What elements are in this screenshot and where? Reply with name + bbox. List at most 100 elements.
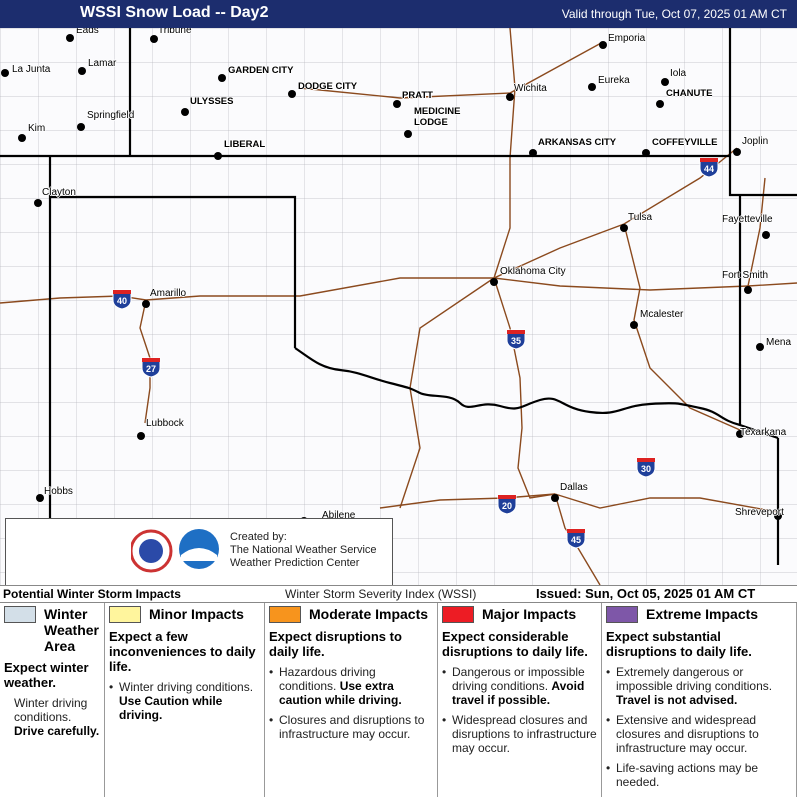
shield-number: 40 xyxy=(117,296,127,306)
swatch xyxy=(4,606,36,623)
credit-box: Created by: The National Weather Service W… xyxy=(5,518,393,585)
city-dot xyxy=(529,149,537,157)
city-dot xyxy=(34,199,42,207)
detail: Extremely dangerous or impossible drivin… xyxy=(606,665,792,707)
city-label: Eureka xyxy=(598,75,630,86)
detail: Winter driving conditions. Use Caution w… xyxy=(109,680,260,722)
detail-text: Widespread closures and disruptions to i… xyxy=(452,713,597,755)
shield-number: 45 xyxy=(571,535,581,545)
city-dot xyxy=(142,300,150,308)
detail-text: Extensive and widespread closures and di… xyxy=(616,713,759,755)
detail-text: Closures and disruptions to infrastructu… xyxy=(279,713,425,741)
column-header: Extreme Impacts xyxy=(606,606,792,623)
detail: Closures and disruptions to infrastructu… xyxy=(269,713,433,741)
city-dot xyxy=(66,34,74,42)
city-dot xyxy=(393,100,401,108)
column-header: Major Impacts xyxy=(442,606,597,623)
city-label: Oklahoma City xyxy=(500,266,566,277)
credit-line: The National Weather Service xyxy=(230,544,377,556)
city-dot xyxy=(762,231,770,239)
shield: 30 xyxy=(636,457,656,478)
city-label: Tribune xyxy=(158,28,192,36)
city-label: Dallas xyxy=(560,482,588,493)
detail-bold: Drive carefully. xyxy=(14,724,100,738)
summary: Expect considerable disruptions to daily… xyxy=(442,629,588,659)
detail: Winter driving conditions. Drive careful… xyxy=(4,696,100,738)
city-label: Fort Smith xyxy=(722,270,769,281)
legend-column: Moderate Impacts Expect disruptions to da… xyxy=(265,603,438,797)
shield-number: 30 xyxy=(641,464,651,474)
city-label: Lubbock xyxy=(146,418,184,429)
city-dot xyxy=(214,152,222,160)
detail: Life-saving actions may be needed. xyxy=(606,761,792,789)
valid-time: Valid through Tue, Oct 07, 2025 01 AM CT xyxy=(561,7,787,21)
map-base: 40 27 35 44 20 45 30 xyxy=(0,28,797,585)
city-dot xyxy=(656,100,664,108)
legend-bar: Potential Winter Storm Impacts Winter St… xyxy=(0,585,797,603)
city-label: CHANUTE xyxy=(666,88,713,99)
shield-number: 20 xyxy=(502,501,512,511)
shield-number: 27 xyxy=(146,364,156,374)
city-label: Mcalester xyxy=(640,309,684,320)
city-label: Iola xyxy=(670,68,687,79)
city-dot xyxy=(137,432,145,440)
detail-bold: Avoid travel if possible. xyxy=(452,679,585,707)
city-dot xyxy=(288,90,296,98)
counties xyxy=(0,28,797,585)
city-label: LIBERAL xyxy=(224,139,266,150)
detail-text: Winter driving conditions. xyxy=(119,680,254,694)
detail-text: Winter driving conditions. xyxy=(14,696,88,724)
detail-text: Extremely dangerous or impossible drivin… xyxy=(616,665,773,693)
city-label: Tulsa xyxy=(628,212,653,223)
city-label: La Junta xyxy=(12,64,51,75)
detail-bold: Travel is not advised. xyxy=(616,693,738,707)
city-dot xyxy=(78,67,86,75)
city-dot xyxy=(774,512,782,520)
column-title: Major Impacts xyxy=(482,606,577,622)
detail: Dangerous or impossible driving conditio… xyxy=(442,665,597,707)
city-dot xyxy=(551,494,559,502)
logos xyxy=(131,529,219,573)
detail: Widespread closures and disruptions to i… xyxy=(442,713,597,755)
detail-bold: Use Caution while driving. xyxy=(119,694,223,722)
swatch xyxy=(269,606,301,623)
column-title: Moderate Impacts xyxy=(309,606,429,622)
city-dot xyxy=(599,41,607,49)
city-label: Clayton xyxy=(42,187,76,198)
column-title: Minor Impacts xyxy=(149,606,244,622)
city-dot xyxy=(661,78,669,86)
city-label: DODGE CITY xyxy=(298,81,358,92)
index-name: Winter Storm Severity Index (WSSI) xyxy=(285,587,477,601)
detail-bold: Use extra caution while driving. xyxy=(279,679,402,707)
city-dot xyxy=(506,93,514,101)
legend-title: Potential Winter Storm Impacts xyxy=(3,587,181,601)
city-label: ULYSSES xyxy=(190,96,234,107)
city-label: PRATT xyxy=(402,90,433,101)
summary: Expect substantial disruptions to daily … xyxy=(606,629,752,659)
detail-text: Hazardous driving conditions. xyxy=(279,665,376,693)
city-dot xyxy=(756,343,764,351)
city-label: Lamar xyxy=(88,58,117,69)
interstate-shields: 40 27 35 44 20 45 30 xyxy=(112,157,719,549)
state-borders xyxy=(0,28,797,565)
summary: Expect a few inconveniences to daily lif… xyxy=(109,629,256,674)
city-label: Shreveport xyxy=(735,507,784,518)
credit-line: Weather Prediction Center xyxy=(230,557,360,569)
city-label: Texarkana xyxy=(740,427,787,438)
legend-column: Minor Impacts Expect a few inconveniences… xyxy=(105,603,265,797)
city-label: Wichita xyxy=(514,83,547,94)
shield-number: 35 xyxy=(511,336,521,346)
city-dot xyxy=(181,108,189,116)
city-dot xyxy=(744,286,752,294)
column-title: Winter Weather Area xyxy=(44,606,99,654)
city-label: GARDEN CITY xyxy=(228,65,294,76)
shield: 40 xyxy=(112,289,132,310)
map: 40 27 35 44 20 45 30 Eads Tribune Emporia La Junt… xyxy=(0,28,797,585)
shield-number: 44 xyxy=(704,164,714,174)
detail-text: Life-saving actions may be needed. xyxy=(616,761,759,789)
city-label: Hobbs xyxy=(44,486,73,497)
shield: 20 xyxy=(497,494,517,515)
city-label: Fayetteville xyxy=(722,214,773,225)
city-label: COFFEYVILLE xyxy=(652,137,718,148)
